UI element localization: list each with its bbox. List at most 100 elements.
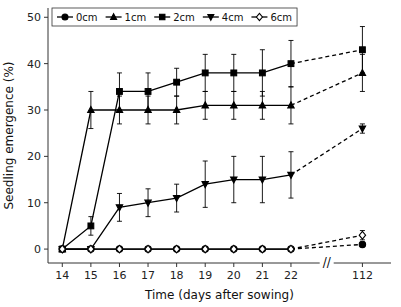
error-bar bbox=[360, 27, 365, 73]
point bbox=[288, 102, 294, 108]
legend-label: 0cm bbox=[76, 12, 98, 23]
x-tick bbox=[233, 263, 234, 267]
error-bar bbox=[288, 152, 293, 198]
error-bar bbox=[260, 50, 265, 96]
x-tick-label: 15 bbox=[84, 269, 98, 282]
x-axis-line bbox=[48, 263, 320, 264]
x-tick bbox=[290, 263, 291, 267]
legend-marker bbox=[256, 13, 262, 20]
y-tick-label: 30 bbox=[27, 104, 41, 117]
y-axis-label: Seedling emergence (%) bbox=[2, 61, 16, 209]
error-bar bbox=[260, 156, 265, 202]
y-tick-label: 20 bbox=[27, 150, 41, 163]
legend-marker bbox=[62, 14, 68, 20]
error-bar bbox=[146, 73, 151, 110]
y-tick-label: 10 bbox=[27, 197, 41, 210]
error-bar bbox=[288, 87, 293, 124]
x-tick-label: 14 bbox=[55, 269, 69, 282]
series bbox=[59, 124, 366, 253]
x-tick bbox=[90, 263, 91, 267]
point bbox=[202, 245, 208, 253]
point bbox=[173, 245, 179, 253]
y-tick-label: 40 bbox=[27, 58, 41, 71]
legend: 0cm1cm2cm4cm6cm bbox=[52, 8, 297, 26]
y-tick bbox=[44, 63, 48, 64]
x-tick bbox=[205, 263, 206, 267]
point bbox=[88, 246, 94, 252]
point bbox=[202, 246, 208, 252]
x-tick bbox=[362, 263, 363, 267]
point bbox=[59, 246, 65, 252]
series-line bbox=[62, 235, 362, 249]
x-tick-label: 19 bbox=[198, 269, 212, 282]
error-bar bbox=[360, 231, 365, 240]
point bbox=[202, 182, 208, 188]
point bbox=[359, 126, 365, 132]
series-line bbox=[62, 244, 362, 249]
series-line bbox=[62, 129, 362, 250]
error-bar bbox=[360, 124, 365, 133]
x-tick-label: 21 bbox=[255, 269, 269, 282]
y-tick bbox=[44, 202, 48, 203]
x-tick bbox=[148, 263, 149, 267]
point bbox=[288, 245, 294, 253]
point bbox=[145, 200, 151, 206]
y-tick-label: 0 bbox=[34, 243, 41, 256]
series bbox=[59, 27, 365, 252]
point bbox=[288, 246, 294, 252]
x-tick-label: 112 bbox=[352, 269, 373, 282]
y-axis-line bbox=[48, 8, 49, 263]
error-bar bbox=[203, 161, 208, 207]
point bbox=[259, 102, 265, 108]
x-tick bbox=[176, 263, 177, 267]
chart: //01020304050141516171819202122112Time (… bbox=[0, 0, 401, 307]
point bbox=[174, 79, 180, 85]
y-tick-label: 50 bbox=[27, 11, 41, 24]
legend-label: 4cm bbox=[222, 12, 244, 23]
point bbox=[231, 70, 237, 76]
point bbox=[231, 177, 237, 183]
point bbox=[259, 177, 265, 183]
point bbox=[359, 231, 365, 239]
legend-label: 1cm bbox=[125, 12, 147, 23]
series bbox=[59, 54, 366, 251]
x-tick bbox=[62, 263, 63, 267]
point bbox=[173, 106, 179, 112]
x-tick-label: 17 bbox=[141, 269, 155, 282]
point bbox=[145, 246, 151, 252]
x-tick-label: 18 bbox=[170, 269, 184, 282]
point bbox=[117, 89, 123, 95]
x-tick-label: 20 bbox=[227, 269, 241, 282]
point bbox=[145, 245, 151, 253]
point bbox=[88, 223, 94, 229]
series-line bbox=[62, 50, 362, 249]
error-bar bbox=[174, 184, 179, 212]
error-bar bbox=[146, 189, 151, 217]
point bbox=[202, 102, 208, 108]
error-bar bbox=[88, 91, 93, 128]
error-bar bbox=[231, 91, 236, 119]
point bbox=[259, 70, 265, 76]
legend-frame bbox=[52, 8, 297, 26]
point bbox=[173, 246, 179, 252]
error-bar bbox=[203, 54, 208, 91]
error-bar bbox=[231, 54, 236, 91]
plot-area bbox=[59, 27, 366, 253]
point bbox=[231, 245, 237, 253]
legend-marker bbox=[208, 15, 214, 21]
point bbox=[116, 205, 122, 211]
error-bar bbox=[203, 91, 208, 119]
point bbox=[59, 245, 65, 253]
y-tick bbox=[44, 156, 48, 157]
point bbox=[145, 89, 151, 95]
series bbox=[59, 231, 366, 253]
point bbox=[88, 245, 94, 253]
x-axis-label: Time (days after sowing) bbox=[144, 288, 294, 302]
point bbox=[231, 102, 237, 108]
point bbox=[116, 246, 122, 252]
y-tick bbox=[44, 110, 48, 111]
point bbox=[116, 245, 122, 253]
point bbox=[59, 246, 65, 252]
legend-marker bbox=[160, 14, 165, 19]
error-bar bbox=[174, 96, 179, 124]
